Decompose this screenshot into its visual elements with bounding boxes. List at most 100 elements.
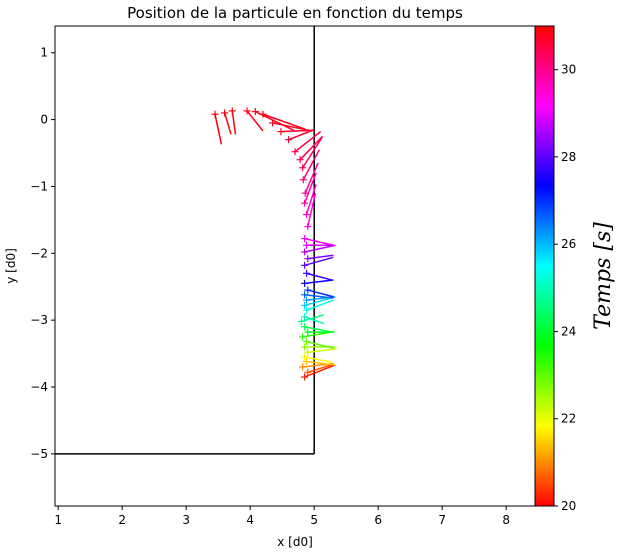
position-marker (303, 338, 311, 346)
orientation-line (306, 360, 336, 366)
position-marker (301, 189, 309, 197)
colorbar-tick-label: 30 (561, 63, 576, 77)
orientation-line (304, 316, 325, 325)
orientation-line (288, 128, 315, 141)
orientation-line (306, 272, 333, 281)
orientation-line (304, 256, 334, 267)
y-tick-label: −4 (30, 380, 48, 394)
position-marker (277, 128, 285, 136)
orientation-line (307, 192, 317, 227)
position-marker (301, 248, 309, 256)
chart-title: Position de la particule en fonction du … (127, 4, 463, 22)
position-marker (299, 363, 307, 371)
orientation-line (304, 364, 336, 378)
colorbar-tick-label: 20 (561, 499, 576, 513)
position-marker (299, 176, 307, 184)
position-marker (251, 108, 259, 116)
orientation-line (304, 244, 336, 253)
trajectory-marks (211, 107, 337, 381)
position-marker (299, 164, 307, 172)
x-tick-label: 6 (374, 513, 382, 527)
orientation-line (307, 348, 337, 353)
x-tick-label: 3 (182, 513, 190, 527)
position-marker (301, 343, 309, 351)
position-marker (301, 291, 309, 299)
colorbar-ticks: 20 22 24 26 28 30 (554, 63, 576, 513)
orientation-line (306, 299, 334, 311)
position-marker (301, 323, 309, 331)
x-tick-label: 5 (310, 513, 318, 527)
position-marker (301, 261, 309, 269)
orientation-line (307, 289, 334, 298)
position-marker (304, 286, 312, 294)
orientation-line (294, 131, 322, 153)
orientation-line (306, 340, 334, 349)
orientation-line (254, 110, 295, 131)
orientation-line (302, 149, 320, 181)
position-marker (304, 368, 312, 376)
colorbar-label: Temps [s] (591, 222, 616, 330)
walls-layer (55, 26, 315, 455)
position-marker (301, 353, 309, 361)
orientation-line (299, 135, 324, 161)
position-marker (303, 306, 311, 314)
position-marker (291, 148, 299, 156)
orientation-line (307, 363, 334, 374)
x-tick-label: 2 (118, 513, 126, 527)
position-marker (304, 348, 312, 356)
position-marker (304, 255, 312, 263)
orientation-line (301, 314, 325, 323)
x-tick-label: 4 (246, 513, 254, 527)
orientation-line (214, 114, 223, 145)
orientation-line (304, 326, 334, 333)
position-marker (304, 328, 312, 336)
orientation-line (246, 110, 264, 132)
orientation-line (304, 296, 334, 307)
position-marker (301, 313, 309, 321)
position-marker (221, 109, 229, 117)
y-tick-label: 0 (40, 113, 48, 127)
orientation-line (223, 112, 232, 135)
orientation-line (231, 110, 237, 135)
y-tick-label: 1 (40, 46, 48, 60)
orientation-line (304, 356, 332, 364)
colorbar (534, 25, 555, 507)
orientation-line (304, 279, 334, 285)
orientation-line (304, 237, 334, 247)
orientation-line (262, 113, 305, 130)
position-marker (301, 199, 309, 207)
position-marker (301, 301, 309, 309)
y-axis-label: y [d0] (4, 248, 18, 284)
position-marker (296, 156, 304, 164)
x-tick-label: 7 (438, 513, 446, 527)
x-tick-label: 1 (54, 513, 62, 527)
position-marker (301, 373, 309, 381)
position-marker (285, 136, 293, 144)
y-tick-label: −5 (30, 447, 48, 461)
orientation-line (304, 162, 319, 194)
position-marker (228, 107, 236, 115)
position-marker (301, 235, 309, 243)
orientation-line (302, 137, 323, 169)
position-marker (211, 110, 219, 118)
x-axis-label: x [d0] (277, 535, 313, 549)
plot-area-frame (54, 25, 536, 507)
y-tick-label: −3 (30, 313, 48, 327)
position-marker (297, 317, 305, 325)
position-marker (303, 358, 311, 366)
orientation-line (304, 294, 334, 299)
x-tick-label: 8 (502, 513, 510, 527)
position-marker (243, 107, 251, 115)
y-tick-label: −1 (30, 179, 48, 193)
position-marker (301, 279, 309, 287)
y-axis-ticks: 1 0 −1 −2 −3 −4 −5 (30, 46, 55, 461)
position-marker (303, 269, 311, 277)
colorbar-tick-label: 24 (561, 324, 576, 338)
orientation-line (307, 254, 334, 260)
orientation-line (303, 172, 317, 204)
x-axis-ticks: 1 2 3 4 5 6 7 8 (54, 506, 510, 527)
position-marker (303, 296, 311, 304)
position-marker (304, 223, 312, 231)
colorbar-tick-label: 22 (561, 412, 576, 426)
